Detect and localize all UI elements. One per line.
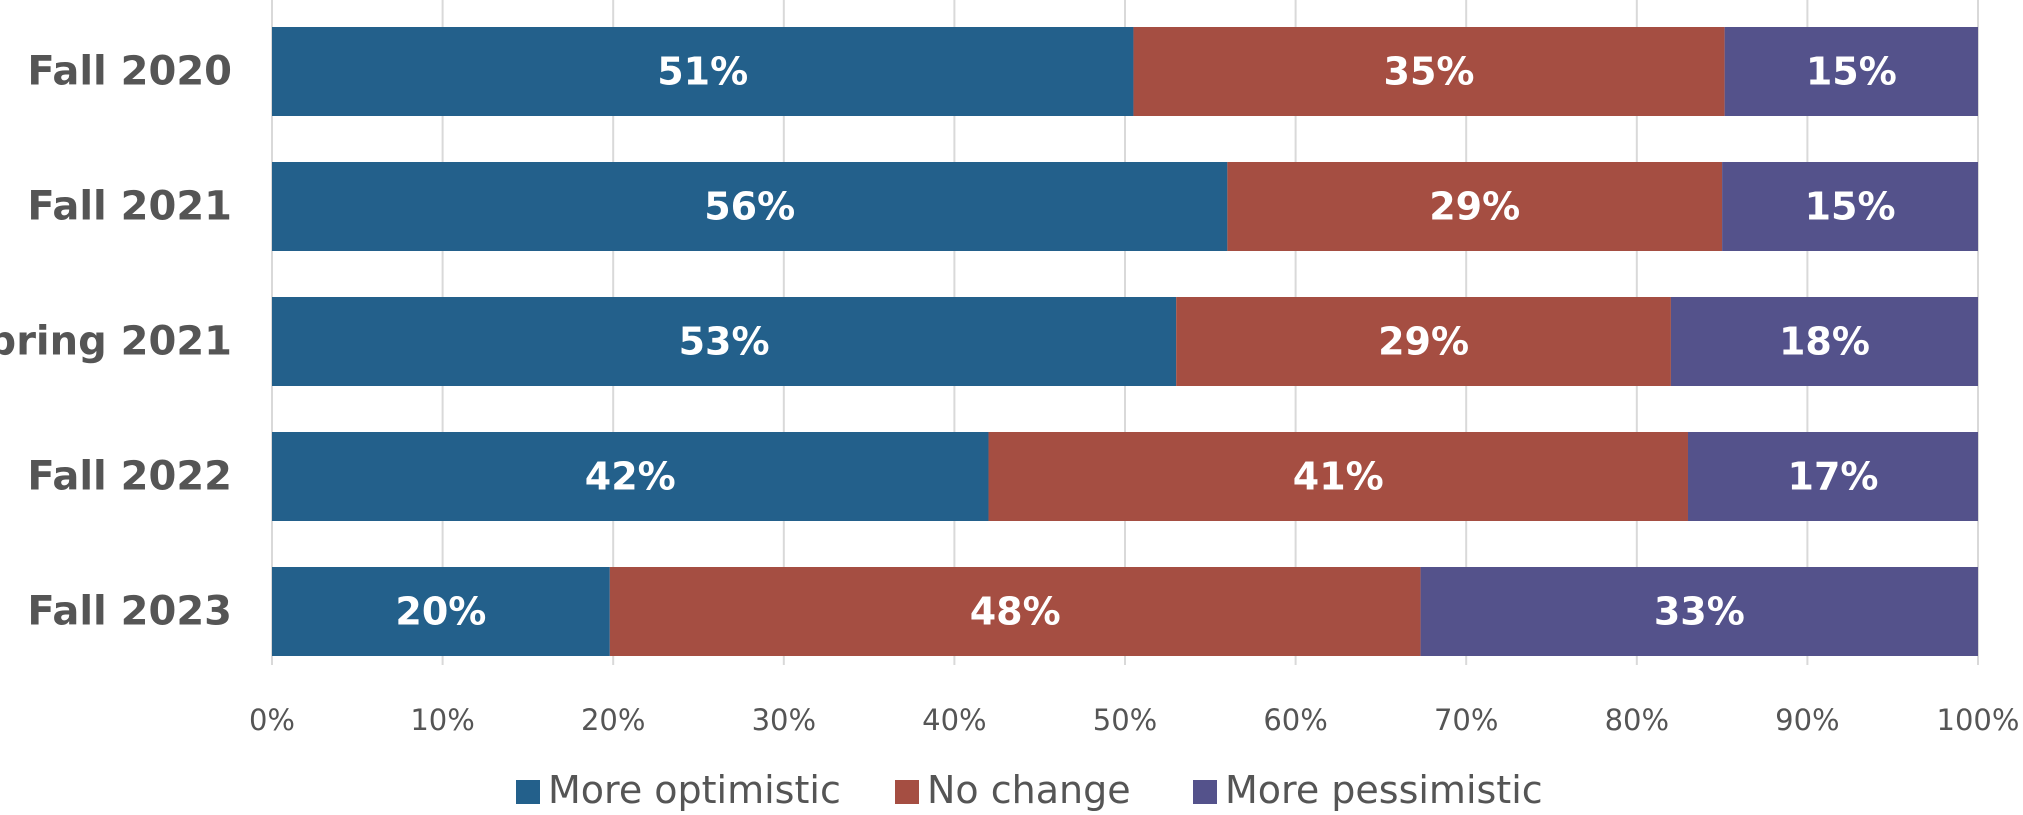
category-label: Fall 2020 — [27, 49, 232, 95]
data-label: 29% — [1429, 185, 1520, 229]
data-labels: 51% 35% 15% 56% 29% 15% 53% 29% 18% 42% 41% 17% 20% 4… — [395, 50, 1896, 634]
x-tick-label: 0% — [249, 703, 295, 737]
data-label: 35% — [1384, 50, 1475, 94]
legend-swatch — [1193, 780, 1217, 804]
x-tick-label: 50% — [1093, 703, 1157, 737]
category-label: Spring 2021 — [0, 319, 232, 365]
data-label: 20% — [395, 590, 486, 634]
bar-segment — [1670, 297, 1978, 386]
category-label: Fall 2022 — [27, 454, 232, 500]
category-label: Fall 2023 — [27, 589, 232, 635]
data-label: 33% — [1654, 590, 1745, 634]
bar-segment — [609, 567, 1421, 656]
legend: More optimistic No change More pessimistic — [516, 768, 1543, 812]
legend-label: No change — [927, 768, 1131, 812]
x-tick-label: 90% — [1775, 703, 1839, 737]
data-label: 42% — [585, 455, 676, 499]
bar-segment — [1133, 27, 1725, 116]
x-tick-label: 40% — [922, 703, 986, 737]
bar-segment — [1420, 567, 1978, 656]
data-label: 51% — [657, 50, 748, 94]
x-tick-label: 10% — [410, 703, 474, 737]
x-tick-label: 20% — [581, 703, 645, 737]
bar-segment — [272, 432, 989, 521]
bar-segment — [272, 567, 610, 656]
data-label: 29% — [1378, 320, 1469, 364]
x-tick-label: 80% — [1605, 703, 1669, 737]
bar-segment — [988, 432, 1688, 521]
bar-segment — [272, 162, 1228, 251]
data-label: 18% — [1779, 320, 1870, 364]
bar-segment — [1724, 27, 1978, 116]
bar-segment — [1687, 432, 1978, 521]
x-tick-label: 30% — [752, 703, 816, 737]
bar-segment — [1176, 297, 1671, 386]
value-axis: 0% 10% 20% 30% 40% 50% 60% 70% 80% 90% 100% — [249, 703, 2019, 737]
data-label: 53% — [679, 320, 770, 364]
category-axis: Fall 2020 Fall 2021 Spring 2021 Fall 2022 Fa… — [0, 49, 232, 635]
data-label: 41% — [1293, 455, 1384, 499]
data-label: 15% — [1805, 185, 1896, 229]
x-tick-label: 70% — [1434, 703, 1498, 737]
data-label: 17% — [1788, 455, 1879, 499]
data-label: 15% — [1806, 50, 1897, 94]
legend-swatch — [516, 780, 540, 804]
legend-label: More pessimistic — [1225, 768, 1543, 812]
data-label: 56% — [704, 185, 795, 229]
bars — [272, 27, 1978, 656]
legend-swatch — [895, 780, 919, 804]
x-tick-label: 60% — [1263, 703, 1327, 737]
legend-label: More optimistic — [548, 768, 841, 812]
bar-segment — [1227, 162, 1723, 251]
data-label: 48% — [970, 590, 1061, 634]
category-label: Fall 2021 — [27, 184, 232, 230]
bar-segment — [1722, 162, 1978, 251]
bar-segment — [272, 297, 1177, 386]
bar-segment — [272, 27, 1134, 116]
x-tick-label: 100% — [1937, 703, 2020, 737]
